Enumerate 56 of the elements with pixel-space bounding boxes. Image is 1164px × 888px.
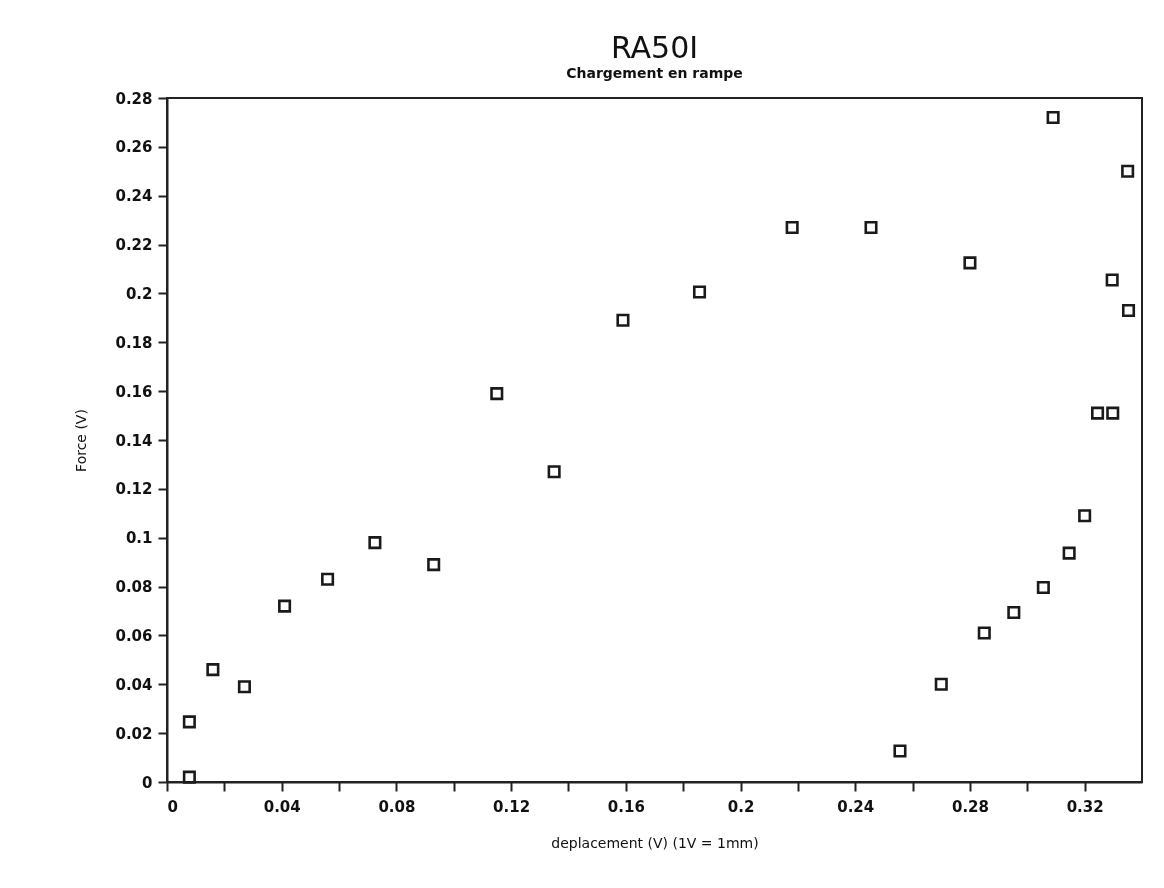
point — [1106, 406, 1120, 420]
point — [1007, 605, 1021, 620]
x-axis-title: deplacement (V) (1V = 1mm) — [551, 834, 759, 851]
x-tick-label: 0.16 — [607, 797, 645, 816]
y-tick-label: 0.08 — [115, 578, 153, 597]
point — [490, 387, 504, 401]
point — [1078, 509, 1092, 523]
point — [368, 536, 382, 550]
x-tick-label: 0.32 — [1066, 797, 1104, 816]
point — [934, 677, 948, 691]
y-tick-label: 0.16 — [115, 382, 153, 401]
point — [893, 744, 907, 758]
point — [206, 663, 220, 677]
point — [427, 558, 441, 572]
x-tick-label: 0.08 — [378, 797, 416, 816]
point — [1062, 546, 1076, 560]
y-tick-label: 0.04 — [115, 675, 153, 694]
x-tick-label: 0.28 — [951, 797, 989, 816]
y-tick-label: 0.26 — [115, 138, 153, 157]
x-tick-label: 0.2 — [727, 797, 755, 816]
point — [785, 220, 799, 235]
point — [237, 680, 251, 694]
point — [616, 313, 630, 327]
y-tick-label: 0.2 — [125, 284, 153, 303]
y-tick-label: 0.1 — [125, 529, 153, 548]
point — [977, 626, 991, 640]
y-tick-label: 0.12 — [115, 480, 153, 499]
y-tick-label: 0.18 — [115, 333, 153, 352]
y-tick-label: 0.22 — [115, 236, 153, 255]
y-tick-label: 0 — [142, 773, 153, 792]
point — [864, 220, 878, 235]
point — [547, 465, 561, 479]
point — [1121, 164, 1135, 178]
point — [1121, 303, 1136, 318]
y-tick-label: 0.28 — [115, 89, 153, 108]
point — [321, 572, 335, 586]
point — [1036, 581, 1050, 595]
x-tick-label: 0 — [167, 797, 178, 816]
x-tick-label: 0.04 — [263, 797, 301, 816]
y-tick-label: 0.14 — [115, 431, 153, 450]
point — [963, 256, 977, 270]
point — [182, 715, 196, 729]
y-tick-label: 0.02 — [115, 724, 153, 743]
point — [278, 599, 292, 613]
point — [1091, 406, 1105, 420]
x-tick-label: 0.12 — [493, 797, 531, 816]
point — [692, 285, 707, 299]
point — [1105, 273, 1119, 287]
y-tick-label: 0.24 — [115, 187, 153, 206]
chart-subtitle: Chargement en rampe — [566, 65, 743, 81]
y-axis-title: Force (V) — [73, 409, 90, 472]
x-tick-label: 0.24 — [837, 797, 875, 816]
chart-title: RA50I — [610, 30, 699, 65]
y-tick-label: 0.06 — [115, 626, 153, 645]
point — [1046, 111, 1060, 125]
point — [182, 770, 196, 784]
